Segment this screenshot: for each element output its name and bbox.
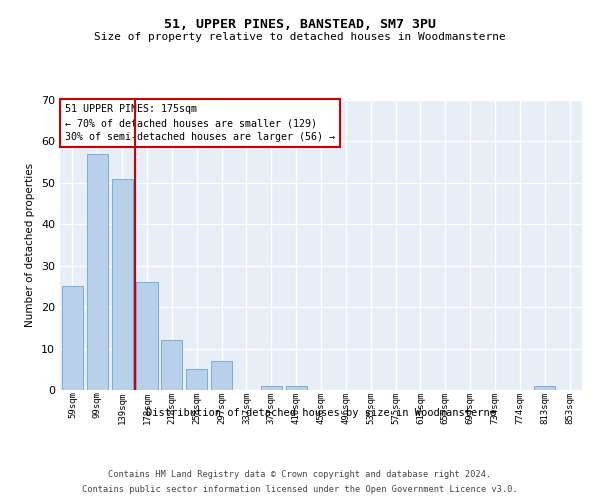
Bar [261, 386, 282, 390]
Text: 51, UPPER PINES, BANSTEAD, SM7 3PU: 51, UPPER PINES, BANSTEAD, SM7 3PU [164, 18, 436, 30]
Text: 51 UPPER PINES: 175sqm
← 70% of detached houses are smaller (129)
30% of semi-de: 51 UPPER PINES: 175sqm ← 70% of detached… [65, 104, 335, 142]
Bar [186, 370, 207, 390]
Y-axis label: Number of detached properties: Number of detached properties [25, 163, 35, 327]
Text: Contains HM Land Registry data © Crown copyright and database right 2024.: Contains HM Land Registry data © Crown c… [109, 470, 491, 479]
Bar [534, 386, 555, 390]
Bar [112, 178, 133, 390]
Bar [136, 282, 158, 390]
Bar [286, 386, 307, 390]
Bar [161, 340, 182, 390]
Bar [62, 286, 83, 390]
Text: Size of property relative to detached houses in Woodmansterne: Size of property relative to detached ho… [94, 32, 506, 42]
Text: Contains public sector information licensed under the Open Government Licence v3: Contains public sector information licen… [82, 485, 518, 494]
Bar [87, 154, 108, 390]
Text: Distribution of detached houses by size in Woodmansterne: Distribution of detached houses by size … [146, 408, 496, 418]
Bar [211, 361, 232, 390]
